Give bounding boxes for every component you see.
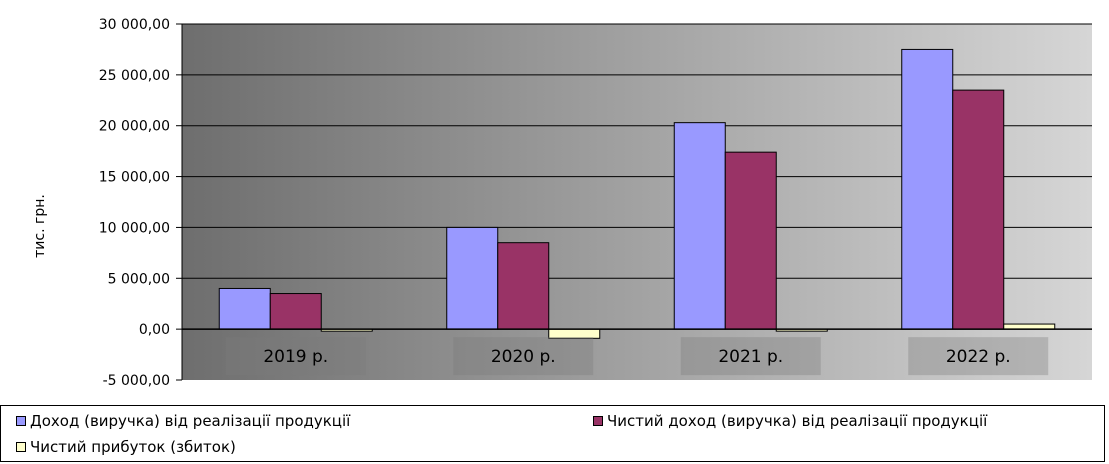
legend-item-revenue: Доход (виручка) від реалізації продукції <box>16 412 350 430</box>
bar-series-2 <box>952 89 1005 330</box>
x-category-label: 2022 р. <box>946 347 1011 367</box>
category-label-box <box>225 337 366 376</box>
y-tick-label: -5 000,00 <box>103 373 170 389</box>
y-tick-label: 15 000,00 <box>99 170 170 186</box>
legend-swatch-net-profit <box>16 442 26 452</box>
bar-series-2 <box>269 293 322 330</box>
bar-series-3 <box>1003 323 1056 330</box>
bar-series-1 <box>901 48 954 330</box>
x-category-label: 2020 р. <box>491 347 556 367</box>
y-tick-label: 20 000,00 <box>99 119 170 135</box>
x-category-label: 2019 р. <box>263 347 328 367</box>
bar-series-2 <box>724 151 777 330</box>
y-tick-label: 10 000,00 <box>99 220 170 236</box>
bar-series-1 <box>673 122 726 330</box>
category-label-box <box>908 337 1049 376</box>
bar-series-3 <box>548 328 601 339</box>
legend-swatch-net-revenue <box>593 416 603 426</box>
bar-series-1 <box>218 287 271 330</box>
legend-label-revenue: Доход (виручка) від реалізації продукції <box>30 412 351 430</box>
y-tick-label: 30 000,00 <box>99 17 170 33</box>
y-tick-label: 25 000,00 <box>99 68 170 84</box>
y-tick-label: 0,00 <box>139 322 170 338</box>
chart: 2019 р. 2020 р. 2021 р. 2022 р. 30 000,00 25… <box>32 17 1092 389</box>
category-label-box <box>453 337 594 376</box>
legend-label-net-profit: Чистий прибуток (збиток) <box>30 438 236 456</box>
bar-series-2 <box>497 242 550 330</box>
category-label-box <box>680 337 821 376</box>
bar-series-1 <box>446 226 499 330</box>
legend-item-net-revenue: Чистий доход (виручка) від реалізації пр… <box>593 412 987 430</box>
legend-swatch-revenue <box>16 416 26 426</box>
x-category-label: 2021 р. <box>718 347 783 367</box>
legend: Доход (виручка) від реалізації продукції… <box>0 405 1105 462</box>
legend-item-net-profit: Чистий прибуток (збиток) <box>16 438 236 456</box>
legend-label-net-revenue: Чистий доход (виручка) від реалізації пр… <box>607 412 988 430</box>
y-axis-label: тис. грн. <box>32 194 48 258</box>
y-tick-label: 5 000,00 <box>108 271 170 287</box>
